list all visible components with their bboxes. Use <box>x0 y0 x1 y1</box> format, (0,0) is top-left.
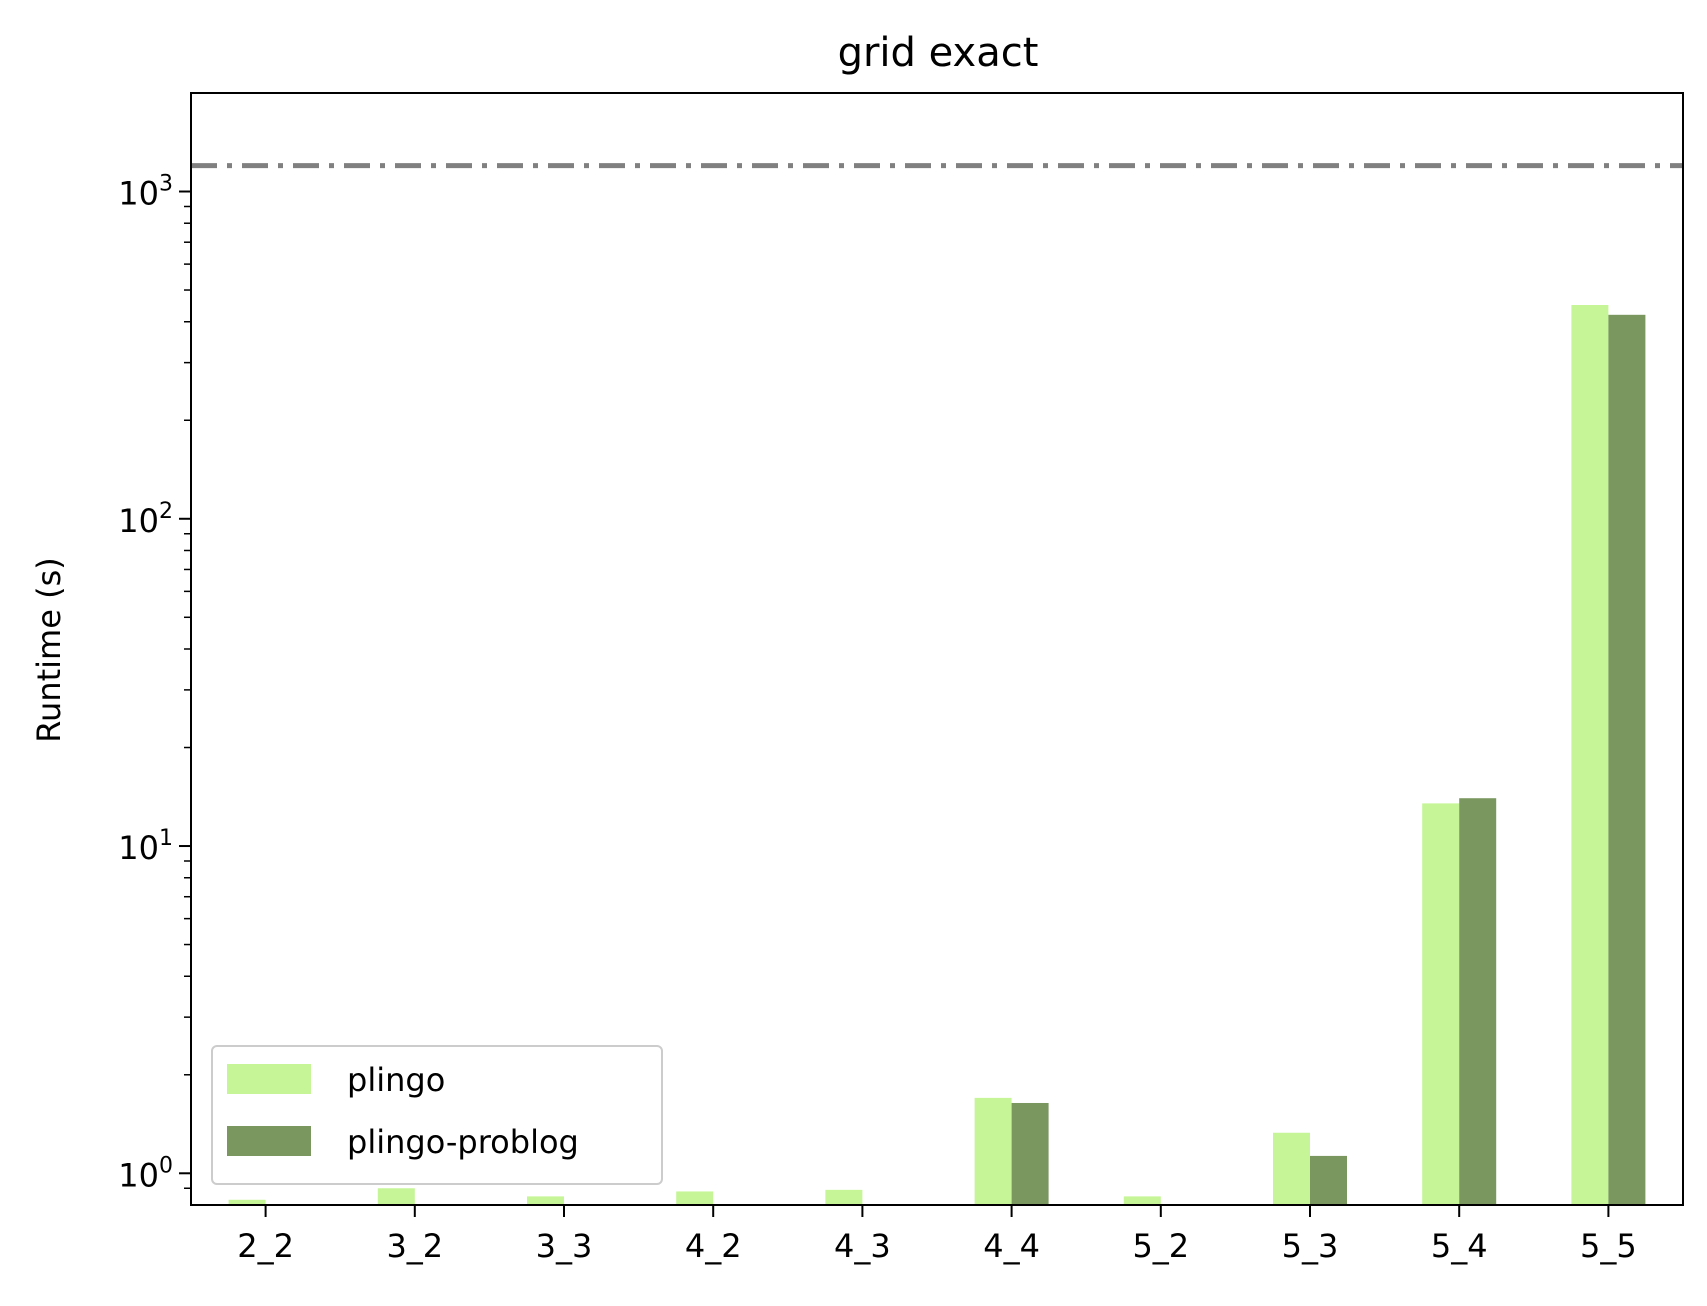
legend: plingo plingo-problog <box>211 1045 663 1185</box>
chart-title: grid exact <box>838 30 1039 76</box>
bars-layer <box>228 305 1646 1205</box>
x-tick-label-5_5: 5_5 <box>1580 1227 1637 1265</box>
y-tick-label-1000: 103 <box>118 172 173 213</box>
x-tick-label-4_3: 4_3 <box>834 1227 891 1265</box>
legend-box <box>211 1045 663 1185</box>
x-tick-label-5_3: 5_3 <box>1282 1227 1339 1265</box>
bar-plingo-problog-5_3 <box>1310 1155 1347 1205</box>
bar-plingo-4_4 <box>974 1097 1012 1205</box>
legend-label-plingo-problog: plingo-problog <box>347 1123 579 1161</box>
legend-label-plingo: plingo <box>347 1061 445 1099</box>
legend-swatch-plingo-problog <box>227 1126 311 1156</box>
y-axis-label: Runtime (s) <box>30 557 68 742</box>
bar-plingo-2_2 <box>228 1199 266 1205</box>
y-tick-label-1: 100 <box>118 1153 173 1194</box>
y-tick-label-10: 101 <box>118 826 173 867</box>
y-tick-label-100: 102 <box>118 499 173 540</box>
bar-plingo-3_2 <box>377 1188 415 1205</box>
x-tick-label-3_2: 3_2 <box>386 1227 443 1265</box>
bar-plingo-3_3 <box>527 1196 564 1205</box>
legend-swatch-plingo <box>227 1064 311 1094</box>
x-tick-label-4_4: 4_4 <box>983 1227 1040 1265</box>
x-tick-label-5_2: 5_2 <box>1132 1227 1189 1265</box>
bar-plingo-5_5 <box>1571 305 1609 1205</box>
x-tick-label-2_2: 2_2 <box>237 1227 294 1265</box>
bar-plingo-4_2 <box>676 1191 714 1205</box>
bar-plingo-problog-4_4 <box>1011 1102 1049 1205</box>
x-tick-label-3_3: 3_3 <box>536 1227 593 1265</box>
bar-plingo-problog-5_5 <box>1608 314 1646 1205</box>
x-tick-label-5_4: 5_4 <box>1431 1227 1488 1265</box>
bar-plingo-5_2 <box>1123 1196 1161 1205</box>
bar-plingo-5_4 <box>1422 803 1460 1205</box>
bar-plingo-4_3 <box>825 1189 863 1205</box>
x-tick-label-4_2: 4_2 <box>685 1227 742 1265</box>
axes-layer: 2_2 3_2 3_3 4_2 4_3 4_4 5_2 5_3 5_4 5_5 100 101 102 1… <box>118 92 1684 1265</box>
bar-plingo-problog-5_4 <box>1459 798 1497 1205</box>
bar-plingo-5_3 <box>1273 1132 1310 1205</box>
